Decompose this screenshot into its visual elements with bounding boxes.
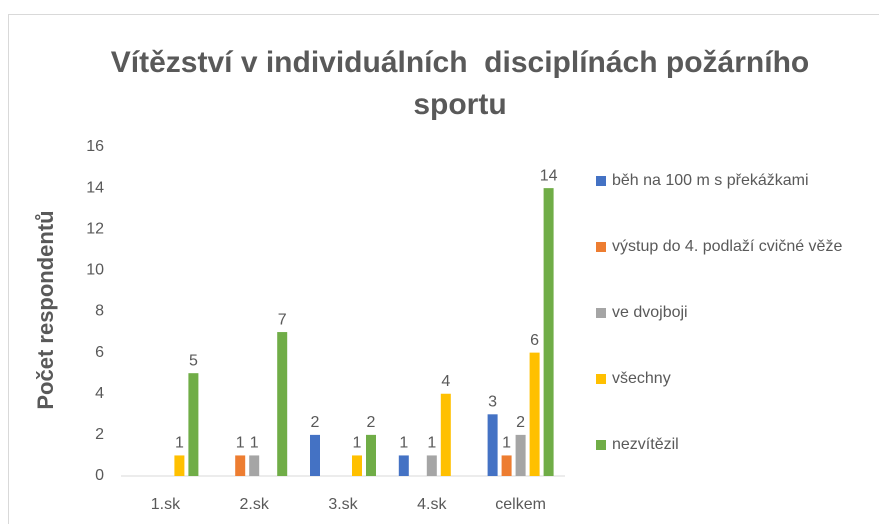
value-label: 2: [311, 414, 320, 431]
bar: [174, 455, 185, 476]
legend-label: nezvítězil: [612, 436, 679, 453]
y-tick-label: 2: [95, 426, 104, 443]
x-tick-label: celkem: [495, 496, 546, 513]
bar: [235, 455, 246, 476]
value-label: 14: [540, 167, 558, 184]
legend-swatch: [596, 308, 606, 318]
y-tick-label: 8: [95, 303, 104, 320]
legend-label: všechny: [612, 370, 671, 387]
bar: [487, 414, 498, 476]
legend-item: běh na 100 m s překážkami: [596, 169, 866, 193]
legend-label: výstup do 4. podlaží cvičné věže: [612, 238, 843, 255]
x-tick-label: 4.sk: [417, 496, 447, 513]
legend-swatch: [596, 374, 606, 384]
y-axis-title: Počet respondentů: [33, 210, 58, 409]
legend-item: ve dvojboji: [596, 301, 866, 325]
value-label: 7: [278, 311, 287, 328]
y-tick-label: 16: [86, 138, 104, 155]
legend-swatch: [596, 242, 606, 252]
y-tick-label: 10: [86, 262, 104, 279]
legend-label: ve dvojboji: [612, 304, 688, 321]
chart-frame: [8, 14, 879, 524]
x-tick-label: 2.sk: [240, 496, 270, 513]
bar: [529, 352, 540, 476]
legend-item: nezvítězil: [596, 433, 866, 457]
legend-swatch: [596, 440, 606, 450]
bar: [188, 373, 199, 476]
value-label: 1: [250, 435, 259, 452]
bar: [366, 434, 376, 476]
x-tick-label: 1.sk: [151, 496, 181, 513]
bar: [398, 455, 409, 476]
value-label: 1: [353, 435, 362, 452]
y-tick-label: 12: [86, 220, 104, 237]
value-label: 6: [530, 332, 539, 349]
bar: [249, 455, 260, 476]
bar: [277, 332, 288, 476]
y-tick-label: 6: [95, 344, 104, 361]
legend-item: výstup do 4. podlaží cvičné věže: [596, 235, 866, 259]
bar: [426, 455, 437, 476]
legend-swatch: [596, 176, 606, 186]
bar: [515, 434, 526, 476]
chart-title: Vítězství v individuálních disciplínách …: [110, 46, 818, 121]
y-tick-label: 14: [86, 179, 104, 196]
value-label: 1: [399, 435, 408, 452]
value-label: 3: [488, 394, 497, 411]
y-tick-label: 4: [95, 385, 104, 402]
y-tick-label: 0: [95, 467, 104, 484]
value-label: 1: [236, 435, 245, 452]
bar: [501, 455, 512, 476]
value-label: 5: [189, 352, 198, 369]
bar: [543, 188, 554, 476]
legend-label: běh na 100 m s překážkami: [612, 172, 809, 189]
x-tick-label: 3.sk: [328, 496, 358, 513]
bar: [310, 434, 320, 476]
legend-item: všechny: [596, 367, 866, 391]
bar: [352, 455, 362, 476]
value-label: 1: [175, 435, 184, 452]
bar: [440, 393, 451, 476]
value-label: 2: [367, 414, 376, 431]
value-label: 1: [502, 435, 511, 452]
value-label: 4: [441, 373, 450, 390]
value-label: 2: [516, 414, 525, 431]
value-label: 1: [427, 435, 436, 452]
